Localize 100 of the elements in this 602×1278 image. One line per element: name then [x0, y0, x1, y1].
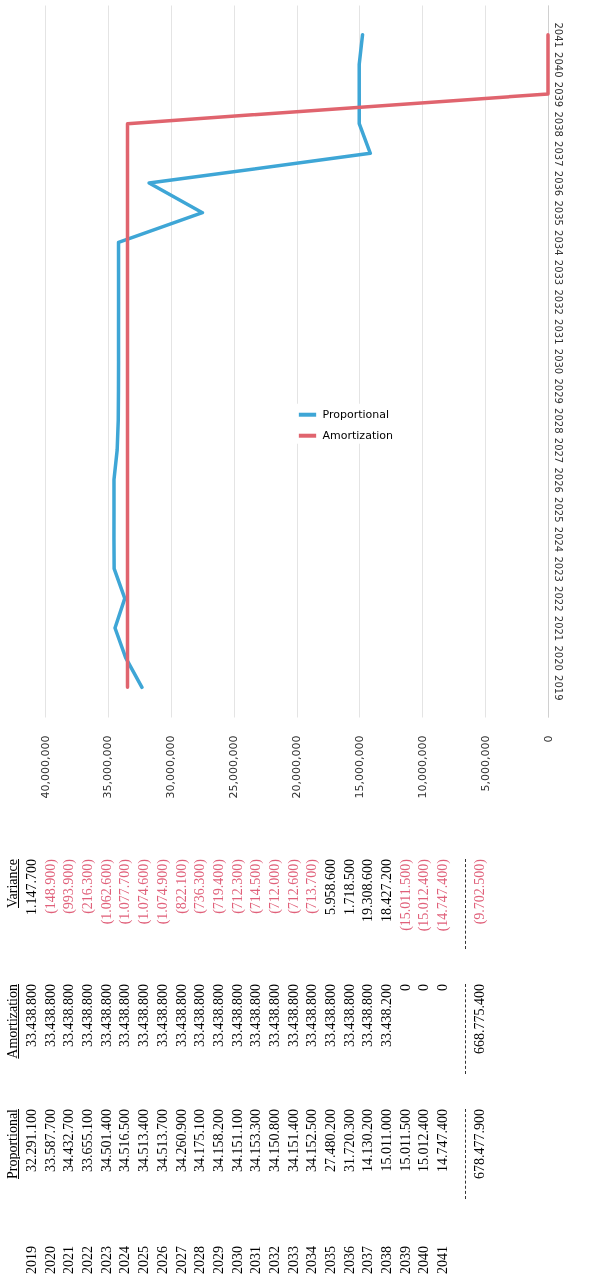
- text: 15.012.400: [415, 1109, 433, 1174]
- text: 34.513.700: [153, 1109, 171, 1174]
- text: 34.152.500: [303, 1109, 321, 1174]
- text: 33.438.800: [359, 984, 377, 1049]
- text: 33.438.800: [340, 984, 358, 1049]
- text: (822.100): [172, 859, 190, 916]
- category-label: 2041: [435, 1246, 451, 1274]
- y-tick-label: 2033: [552, 259, 564, 286]
- text: 34.501.400: [97, 1109, 115, 1174]
- y-tick-label: 2021: [552, 615, 564, 642]
- text: 34.153.300: [247, 1109, 265, 1174]
- text: 33.438.800: [60, 984, 78, 1049]
- text: 33.438.800: [172, 984, 190, 1049]
- y-tick-label: 2036: [552, 170, 564, 197]
- text: (14.747.400): [434, 859, 452, 934]
- category-label: 2035: [323, 1246, 339, 1274]
- text: 33.438.800: [265, 984, 283, 1049]
- text: 33.587.700: [41, 1109, 59, 1174]
- text: (15.011.500): [396, 859, 414, 933]
- x-tick-label: 20,000,000: [290, 735, 303, 799]
- text: (712.300): [228, 859, 246, 916]
- y-tick-label: 2028: [552, 408, 564, 434]
- text: (15.012.400): [415, 859, 433, 934]
- category-label: 2033: [285, 1246, 301, 1274]
- category-label: 2034: [304, 1246, 320, 1274]
- x-tick-label: 10,000,000: [415, 735, 429, 799]
- text: 668.775.400: [470, 984, 488, 1056]
- text: 5.958.600: [322, 859, 340, 917]
- y-tick-label: 2032: [552, 289, 564, 315]
- text: (1.062.600): [97, 859, 115, 927]
- y-tick-label: 2019: [552, 675, 564, 701]
- category-label: 2021: [61, 1246, 77, 1274]
- text: (148.900): [41, 859, 59, 916]
- y-tick-label: 2037: [552, 141, 564, 167]
- text: 32.291.100: [23, 1109, 41, 1174]
- text: Proportional: [5, 1109, 21, 1179]
- text: 33.438.800: [23, 984, 41, 1049]
- text: (712.600): [284, 859, 302, 916]
- text: (713.700): [303, 859, 321, 916]
- category-label: 2029: [210, 1246, 226, 1274]
- text: 15.011.000: [378, 1109, 396, 1174]
- text: 33.438.800: [247, 984, 265, 1049]
- text: 0: [415, 984, 433, 993]
- category-label: 2019: [24, 1246, 40, 1274]
- text: (1.077.700): [116, 859, 134, 927]
- text: (712.000): [265, 859, 283, 916]
- text: 0: [396, 984, 414, 993]
- x-tick-label: 30,000,000: [164, 735, 178, 799]
- y-tick-label: 2020: [552, 645, 564, 671]
- text: (1.074.600): [135, 859, 153, 927]
- x-tick-label: 40,000,000: [38, 735, 52, 799]
- category-label: 2020: [42, 1246, 58, 1274]
- category-label: 2027: [173, 1246, 189, 1274]
- text: (719.400): [209, 859, 227, 916]
- text: 34.260.900: [172, 1109, 190, 1174]
- category-label: 2039: [397, 1246, 413, 1274]
- category-label: 2023: [98, 1246, 114, 1274]
- text: 33.438.800: [322, 984, 340, 1049]
- text: 14.747.400: [434, 1109, 452, 1174]
- text: (1.074.900): [153, 859, 171, 927]
- y-tick-label: 2038: [552, 111, 564, 137]
- legend-label: Proportional: [322, 407, 390, 421]
- y-tick-label: 2040: [552, 52, 564, 78]
- text: 31.720.300: [340, 1109, 358, 1174]
- x-tick-label: 25,000,000: [227, 735, 241, 799]
- category-label: 2024: [117, 1246, 133, 1274]
- category-label: 2028: [192, 1246, 208, 1274]
- category-label: 2032: [266, 1246, 282, 1274]
- y-tick-label: 2031: [552, 319, 564, 345]
- text: 14.130.200: [359, 1109, 377, 1174]
- y-tick-label: 2035: [552, 200, 564, 226]
- text: 33.438.200: [378, 984, 396, 1049]
- y-tick-label: 2039: [552, 81, 564, 108]
- text: 34.151.400: [284, 1109, 302, 1174]
- x-tick-label: 0: [541, 735, 555, 743]
- text: 34.432.700: [60, 1109, 78, 1174]
- category-label: 2025: [136, 1246, 152, 1274]
- x-tick-label: 35,000,000: [101, 735, 115, 799]
- text: Amortization: [5, 984, 21, 1059]
- text: 33.438.800: [209, 984, 227, 1049]
- text: 34.151.100: [228, 1109, 246, 1174]
- y-tick-label: 2026: [552, 467, 564, 493]
- text: (9.702.500): [470, 859, 488, 927]
- text: 34.158.200: [209, 1109, 227, 1174]
- y-tick-label: 2041: [552, 22, 564, 48]
- category-label: 2026: [154, 1246, 170, 1274]
- text: 1.718.500: [340, 859, 358, 917]
- y-tick-label: 2027: [552, 437, 564, 464]
- category-label: 2030: [229, 1246, 245, 1274]
- text: 34.516.500: [116, 1109, 134, 1174]
- text: 33.438.800: [135, 984, 153, 1049]
- text: 33.438.800: [153, 984, 171, 1049]
- y-tick-label: 2022: [552, 586, 564, 612]
- text: (736.300): [191, 859, 209, 916]
- text: (993.900): [60, 859, 78, 916]
- category-label: 2022: [80, 1246, 96, 1274]
- x-tick-label: 15,000,000: [352, 735, 366, 799]
- y-tick-label: 2024: [552, 526, 564, 553]
- x-tick-label: 5,000,000: [478, 735, 492, 792]
- text: 33.438.800: [284, 984, 302, 1049]
